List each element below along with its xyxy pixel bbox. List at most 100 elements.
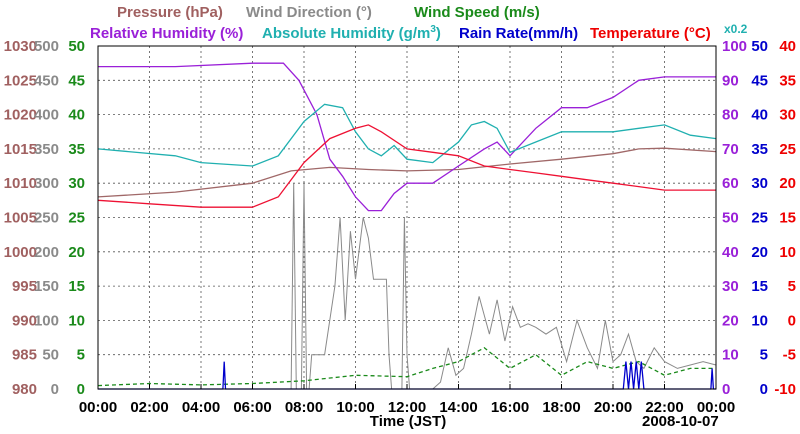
pressure-tick-label: 1015	[4, 141, 37, 158]
wind-speed-tick-label: 10	[68, 312, 85, 329]
x-tick-label: 08:00	[285, 399, 323, 416]
series-line-rel_hum	[98, 62, 716, 212]
wind-direction-tick-label: 100	[34, 312, 59, 329]
pressure-tick-label: 990	[12, 312, 37, 329]
pressure-tick-label: 1005	[4, 210, 37, 227]
legend-absolute-humidity-label: Absolute Humidity (g/m	[262, 25, 430, 42]
series-layer	[97, 62, 717, 390]
x-tick-label: 00:00	[697, 399, 735, 416]
rain-rate-tick-label: 15	[751, 278, 768, 295]
legend-absolute-humidity-sup: 3	[430, 24, 436, 35]
date-label: 2008-10-07	[642, 413, 719, 430]
humidity-tick-label: 100	[722, 38, 747, 55]
wind-speed-tick-label: 25	[68, 210, 85, 227]
wind-direction-tick-label: 0	[51, 381, 59, 398]
rain-rate-tick-label: 5	[760, 347, 768, 364]
x-tick-label: 14:00	[439, 399, 477, 416]
humidity-tick-label: 60	[722, 175, 739, 192]
x-tick-label: 04:00	[182, 399, 220, 416]
temperature-tick-label: 15	[779, 210, 796, 227]
plot-grid	[98, 46, 716, 389]
temperature-tick-label: -10	[774, 381, 796, 398]
wind-speed-tick-label: 30	[68, 175, 85, 192]
humidity-tick-label: 40	[722, 244, 739, 261]
wind-direction-tick-label: 250	[34, 210, 59, 227]
temperature-tick-label: 35	[779, 72, 796, 89]
humidity-tick-label: 80	[722, 107, 739, 124]
legend-rain-rate: Rain Rate(mm/h)	[459, 25, 578, 42]
humidity-tick-label: 20	[722, 312, 739, 329]
x-tick-label: 06:00	[233, 399, 271, 416]
temperature-tick-label: 20	[779, 175, 796, 192]
rain-rate-tick-label: 50	[751, 38, 768, 55]
wind-direction-tick-label: 300	[34, 175, 59, 192]
temperature-tick-label: 10	[779, 244, 796, 261]
legend-absolute-humidity-close: )	[436, 25, 441, 42]
temperature-tick-label: 40	[779, 38, 796, 55]
humidity-tick-label: 10	[722, 347, 739, 364]
wind-direction-tick-label: 500	[34, 38, 59, 55]
temperature-tick-label: 0	[788, 312, 796, 329]
x-tick-label: 00:00	[79, 399, 117, 416]
wind-direction-tick-label: 450	[34, 72, 59, 89]
x-tick-label: 02:00	[130, 399, 168, 416]
wind-speed-tick-label: 50	[68, 38, 85, 55]
legend-pressure: Pressure (hPa)	[117, 4, 223, 21]
series-line-temp	[97, 124, 716, 208]
wind-speed-tick-label: 45	[68, 72, 85, 89]
legend-relative-humidity: Relative Humidity (%)	[90, 25, 243, 42]
x-tick-label: 20:00	[594, 399, 632, 416]
wind-speed-tick-label: 35	[68, 141, 85, 158]
temperature-tick-label: -5	[783, 347, 796, 364]
humidity-tick-label: 90	[722, 72, 739, 89]
pressure-tick-label: 980	[12, 381, 37, 398]
rain-rate-tick-label: 10	[751, 312, 768, 329]
series-line-pressure	[97, 147, 717, 198]
pressure-tick-label: 985	[12, 347, 37, 364]
rain-rate-tick-label: 45	[751, 72, 768, 89]
legend-wind-speed: Wind Speed (m/s)	[414, 4, 540, 21]
temperature-tick-label: 25	[779, 141, 796, 158]
wind-speed-tick-label: 40	[68, 107, 85, 124]
pressure-tick-label: 1020	[4, 107, 37, 124]
wind-direction-tick-label: 350	[34, 141, 59, 158]
rain-rate-tick-label: 25	[751, 210, 768, 227]
wind-direction-tick-label: 200	[34, 244, 59, 261]
wind-speed-tick-label: 15	[68, 278, 85, 295]
wind-speed-tick-label: 5	[77, 347, 85, 364]
pressure-tick-label: 995	[12, 278, 37, 295]
rain-rate-tick-label: 35	[751, 141, 768, 158]
humidity-tick-label: 70	[722, 141, 739, 158]
series-line-abs_hum	[97, 103, 717, 167]
legend-abs-scale: x0.2	[724, 22, 748, 36]
wind-direction-tick-label: 50	[42, 347, 59, 364]
rain-rate-tick-label: 0	[760, 381, 768, 398]
rain-rate-tick-label: 30	[751, 175, 768, 192]
humidity-tick-label: 30	[722, 278, 739, 295]
x-tick-label: 16:00	[491, 399, 529, 416]
pressure-tick-label: 1000	[4, 244, 37, 261]
wind-direction-tick-label: 400	[34, 107, 59, 124]
pressure-tick-label: 1025	[4, 72, 37, 89]
x-tick-label: 12:00	[388, 399, 426, 416]
pressure-tick-label: 1010	[4, 175, 37, 192]
series-line-wind_speed	[97, 347, 716, 387]
temperature-tick-label: 5	[788, 278, 796, 295]
wind-speed-tick-label: 0	[77, 381, 85, 398]
wind-direction-tick-label: 150	[34, 278, 59, 295]
humidity-tick-label: 50	[722, 210, 739, 227]
x-axis-label: Time (JST)	[370, 413, 446, 430]
legend-absolute-humidity: Absolute Humidity (g/m3)	[262, 24, 441, 42]
x-tick-label: 10:00	[336, 399, 374, 416]
wind-speed-tick-label: 20	[68, 244, 85, 261]
rain-rate-tick-label: 20	[751, 244, 768, 261]
pressure-tick-label: 1030	[4, 38, 37, 55]
rain-rate-tick-label: 40	[751, 107, 768, 124]
x-tick-label: 18:00	[542, 399, 580, 416]
axis-labels: 9809859909951000100510101015102010251030…	[4, 38, 796, 416]
humidity-tick-label: 0	[722, 381, 730, 398]
legend-temperature: Temperature (°C)	[590, 25, 711, 42]
series-line-wind_dir	[98, 183, 717, 390]
temperature-tick-label: 30	[779, 107, 796, 124]
